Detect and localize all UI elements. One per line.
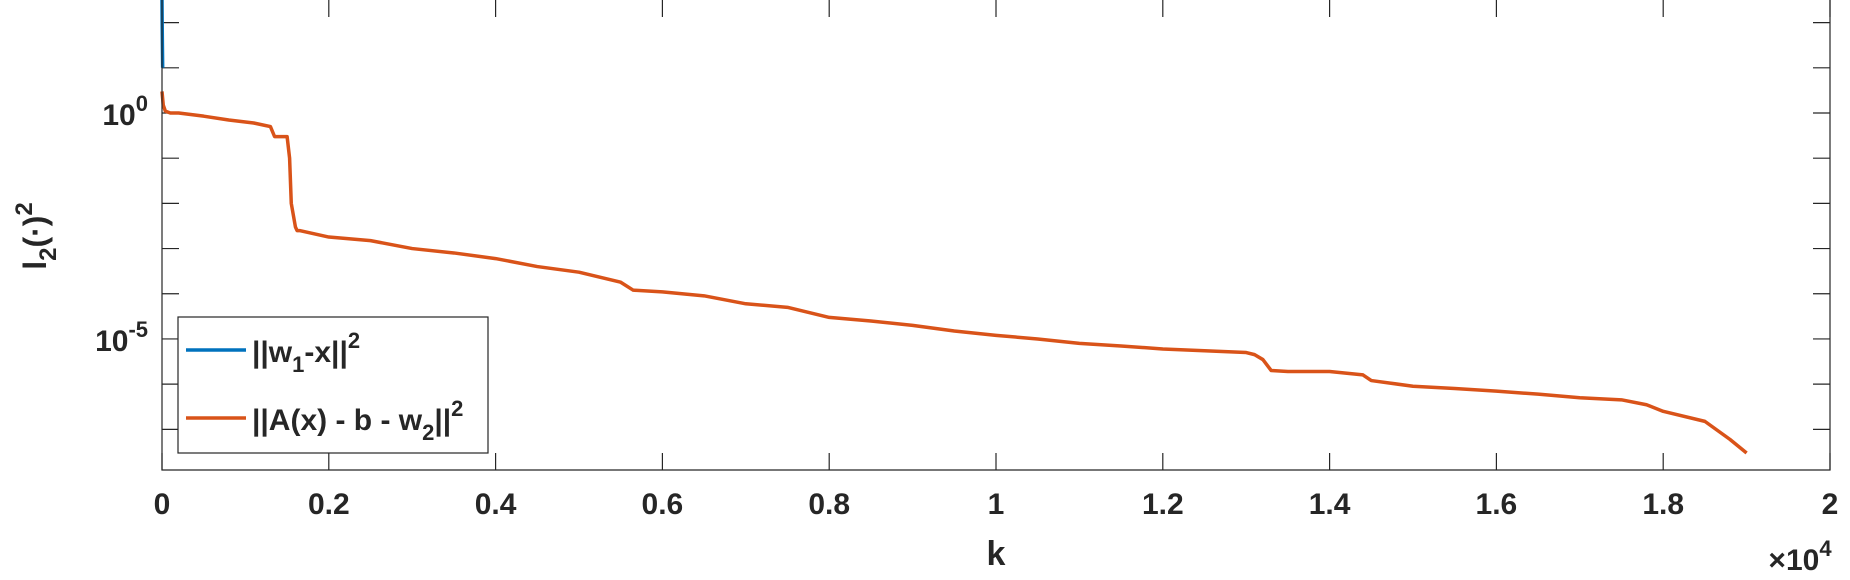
x-tick-label: 2 — [1822, 488, 1839, 521]
x-tick-label: 1 — [988, 488, 1005, 521]
x-tick-label: 1.8 — [1642, 488, 1684, 521]
x-tick-label: 1.6 — [1476, 488, 1518, 521]
legend-label-series-1: ||w1-x||2 — [252, 328, 360, 377]
legend-label-series-2: ||A(x) - b - w2||2 — [252, 396, 463, 445]
x-tick-label: 0 — [154, 488, 171, 521]
axes-box — [161, 0, 1831, 471]
legend: ||w1-x||2 ||A(x) - b - w2||2 — [177, 316, 489, 454]
x-tick-label: 1.2 — [1142, 488, 1184, 521]
x-tick-label: 0.4 — [475, 488, 517, 521]
y-axis-label: l2(·)2 — [11, 202, 62, 270]
x-tick-label: 0.6 — [642, 488, 684, 521]
x-axis-label: k — [987, 535, 1006, 573]
x-tick-label: 0.2 — [308, 488, 350, 521]
x-multiplier-label: ×104 — [1768, 536, 1832, 577]
x-tick-label: 0.8 — [808, 488, 850, 521]
ticks-layer: 0 0.2 0.4 0.6 0.8 1 1.2 1.4 1.6 1.8 2 100 10-5 — [95, 0, 1838, 521]
series-line-2 — [160, 91, 1748, 455]
y-tick-label: 10-5 — [95, 317, 148, 358]
y-tick-label: 100 — [102, 91, 148, 132]
x-tick-label: 1.4 — [1309, 488, 1351, 521]
legend-box — [177, 316, 489, 454]
